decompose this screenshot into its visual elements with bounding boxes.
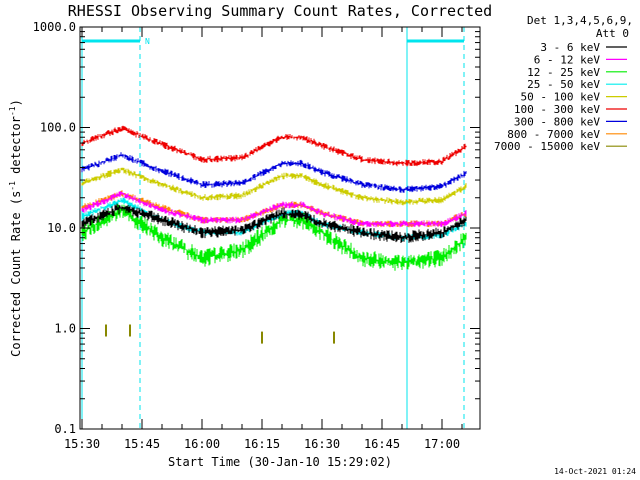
interval-bar-label: N (145, 37, 150, 46)
x-tick-label: 16:30 (304, 437, 340, 451)
x-tick-label: 16:00 (184, 437, 220, 451)
legend-entry-label: 3 - 6 keV (540, 41, 600, 54)
y-axis-label-mid: detector (9, 116, 23, 181)
legend-entry-label: 800 - 7000 keV (507, 128, 600, 141)
y-axis-label-end: ) (9, 99, 23, 106)
y-axis: 0.1 1.0 10.0 100.0 1000.0 (33, 20, 480, 436)
x-axis-label: Start Time (30-Jan-10 15:29:02) (168, 455, 392, 469)
y-axis-label: Corrected Count Rate (s-1 detector-1) (8, 99, 23, 357)
y-axis-label-sup2: -1 (8, 106, 17, 116)
generated-timestamp: 14-Oct-2021 01:24 (554, 467, 636, 476)
y-axis-label-main: Corrected Count Rate (s (9, 191, 23, 357)
x-tick-label: 16:15 (244, 437, 280, 451)
legend-entry-label: 6 - 12 keV (534, 53, 601, 66)
legend-entry-label: 100 - 300 keV (514, 103, 600, 116)
x-axis: 15:30 15:45 16:00 16:15 16:30 16:45 17:00 (64, 27, 463, 451)
y-tick-label: 1000.0 (33, 20, 76, 34)
series-line-3-6keV (81, 203, 467, 243)
y-tick-label: 100.0 (40, 121, 76, 135)
x-tick-label: 17:00 (424, 437, 460, 451)
series-line-50-100keV (81, 167, 467, 206)
series-line-100-300keV (81, 125, 467, 167)
legend-entry-label: 7000 - 15000 keV (494, 140, 600, 153)
series-line-6-12keV (81, 191, 467, 228)
legend-entry-label: 12 - 25 keV (527, 66, 600, 79)
series-line-300-800keV (81, 152, 467, 193)
legend-header-line2: Att 0 (596, 27, 629, 40)
legend-header-line1: Det 1,3,4,5,6,9, (527, 14, 633, 27)
y-axis-label-sup1: -1 (8, 181, 17, 191)
chart-title: RHESSI Observing Summary Count Rates, Co… (68, 2, 492, 20)
x-tick-label: 15:45 (124, 437, 160, 451)
legend-entry-label: 25 - 50 keV (527, 78, 600, 91)
y-tick-label: 1.0 (54, 322, 76, 336)
y-tick-label: 0.1 (54, 422, 76, 436)
x-tick-label: 15:30 (64, 437, 100, 451)
series-layer (81, 125, 467, 344)
y-tick-label: 10.0 (47, 221, 76, 235)
x-tick-label: 16:45 (364, 437, 400, 451)
legend-entry-label: 300 - 800 keV (514, 115, 600, 128)
legend-entry-label: 50 - 100 keV (521, 91, 601, 104)
